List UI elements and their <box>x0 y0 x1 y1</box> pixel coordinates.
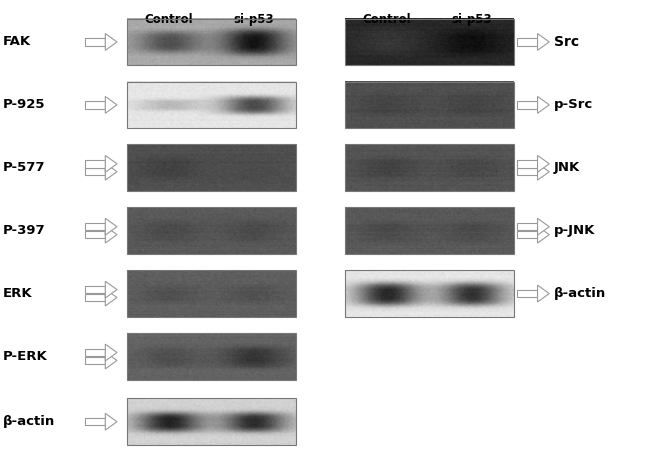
Polygon shape <box>105 352 117 369</box>
Text: FAK: FAK <box>3 35 31 48</box>
Bar <box>344 270 514 317</box>
Polygon shape <box>538 34 549 50</box>
Text: β-actin: β-actin <box>3 415 55 428</box>
Polygon shape <box>517 290 538 297</box>
Text: P-925: P-925 <box>3 98 46 111</box>
Text: P-577: P-577 <box>3 161 46 174</box>
Polygon shape <box>84 418 105 425</box>
Bar <box>127 398 296 445</box>
Text: Src: Src <box>554 35 579 49</box>
Bar <box>344 82 514 128</box>
Text: Control: Control <box>145 13 193 26</box>
Polygon shape <box>84 160 105 168</box>
Text: si-p53: si-p53 <box>451 13 491 26</box>
Bar <box>127 270 296 317</box>
Polygon shape <box>105 226 117 243</box>
Polygon shape <box>517 223 538 231</box>
Polygon shape <box>538 96 549 113</box>
Bar <box>127 82 296 128</box>
Text: Control: Control <box>363 13 411 26</box>
Polygon shape <box>517 168 538 175</box>
Bar <box>127 144 296 191</box>
Polygon shape <box>105 34 117 50</box>
Polygon shape <box>517 231 538 239</box>
Text: p-JNK: p-JNK <box>554 224 595 237</box>
Text: β-actin: β-actin <box>554 287 606 300</box>
Polygon shape <box>84 357 105 364</box>
Text: si-p53: si-p53 <box>233 13 274 26</box>
Bar <box>344 207 514 254</box>
Text: ERK: ERK <box>3 287 33 300</box>
Polygon shape <box>538 218 549 235</box>
Polygon shape <box>84 294 105 302</box>
Polygon shape <box>517 160 538 168</box>
Polygon shape <box>538 163 549 180</box>
Polygon shape <box>84 168 105 175</box>
Polygon shape <box>538 226 549 243</box>
Text: p-Src: p-Src <box>554 98 593 111</box>
Polygon shape <box>538 156 549 172</box>
Polygon shape <box>84 38 105 46</box>
Polygon shape <box>105 163 117 180</box>
Polygon shape <box>105 289 117 306</box>
Polygon shape <box>517 38 538 46</box>
Bar <box>127 19 296 65</box>
Polygon shape <box>538 285 549 302</box>
Polygon shape <box>84 231 105 239</box>
Polygon shape <box>105 413 117 430</box>
Polygon shape <box>84 101 105 109</box>
Polygon shape <box>105 156 117 172</box>
Bar <box>344 144 514 191</box>
Polygon shape <box>105 344 117 361</box>
Text: JNK: JNK <box>554 161 580 174</box>
Bar <box>127 207 296 254</box>
Polygon shape <box>84 349 105 356</box>
Polygon shape <box>517 101 538 109</box>
Polygon shape <box>84 223 105 231</box>
Polygon shape <box>105 281 117 298</box>
Polygon shape <box>105 218 117 235</box>
Text: P-397: P-397 <box>3 224 46 237</box>
Bar <box>127 333 296 380</box>
Bar <box>344 19 514 65</box>
Polygon shape <box>105 96 117 113</box>
Text: P-ERK: P-ERK <box>3 350 48 363</box>
Polygon shape <box>84 286 105 294</box>
